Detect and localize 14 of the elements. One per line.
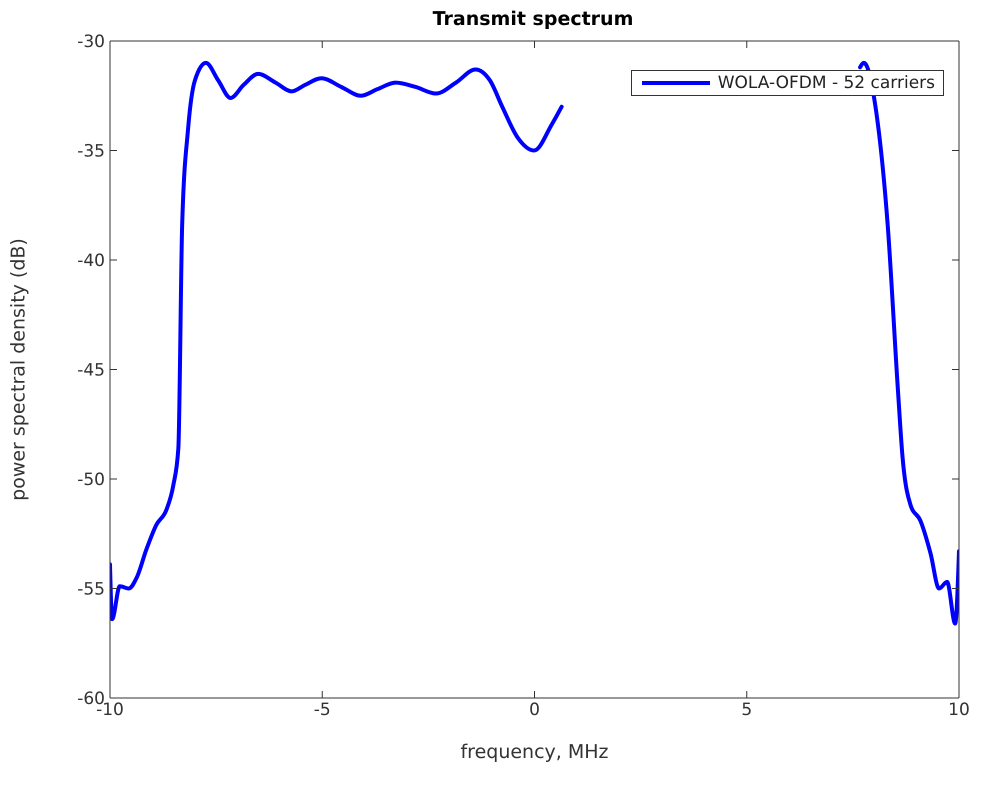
y-tick-label: -45 xyxy=(77,360,105,381)
x-tick-label: 0 xyxy=(529,700,540,720)
x-axis-title: frequency, MHz xyxy=(460,741,609,763)
y-tick-label: -55 xyxy=(77,580,105,600)
y-tick-label: -50 xyxy=(77,470,105,490)
chart-title: Transmit spectrum xyxy=(432,8,634,30)
y-tick-label: -40 xyxy=(77,251,105,272)
legend-label: WOLA-OFDM - 52 carriers xyxy=(718,73,935,93)
x-tick-label: -5 xyxy=(314,700,331,720)
y-tick-label: -30 xyxy=(77,32,105,52)
x-tick-label: 10 xyxy=(948,700,970,720)
x-tick-label: 5 xyxy=(741,700,752,720)
y-tick-label: -35 xyxy=(77,142,105,162)
y-axis-title: power spectral density (dB) xyxy=(8,238,30,501)
